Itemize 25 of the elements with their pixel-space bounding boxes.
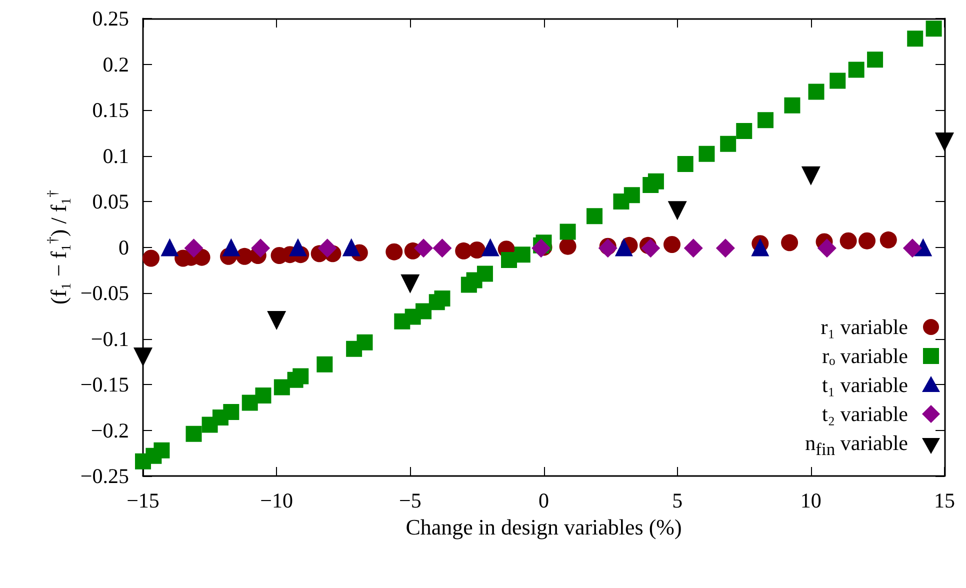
x-axis-title: Change in design variables (%): [406, 514, 682, 540]
y-tick-label: 0: [118, 235, 129, 260]
y-axis-title: (f₁ − f₁†) / f₁†: [45, 190, 71, 304]
y-tick-label: 0.15: [92, 98, 129, 122]
y-tick-label: 0.2: [102, 52, 129, 76]
y-tick-label: 0.05: [92, 190, 129, 214]
y-tick-label: −0.25: [80, 464, 129, 488]
y-tick-label: −0.2: [90, 418, 129, 442]
y-tick-label: 0.1: [102, 144, 129, 168]
y-tick-label: −0.1: [90, 326, 129, 351]
y-tick-label: −0.15: [80, 372, 129, 396]
legend-label: r₁ variable: [820, 314, 908, 341]
legend-label: t₁ variable: [822, 372, 908, 399]
y-tick-label: −0.05: [80, 281, 129, 305]
legend-label: rₒ variable: [822, 342, 908, 370]
x-tick-label: −5: [398, 488, 422, 512]
x-tick-label: 0: [538, 488, 549, 512]
legend-label: n$_{fin}$ variable: [805, 430, 908, 461]
x-tick-label: 15: [934, 488, 955, 512]
x-tick-label: −15: [126, 488, 160, 512]
x-tick-label: 5: [672, 488, 683, 512]
legend-label: t₂ variable: [822, 400, 908, 428]
x-tick-label: −10: [260, 488, 294, 512]
x-tick-label: 10: [800, 488, 822, 512]
y-tick-label: 0.25: [92, 6, 129, 30]
